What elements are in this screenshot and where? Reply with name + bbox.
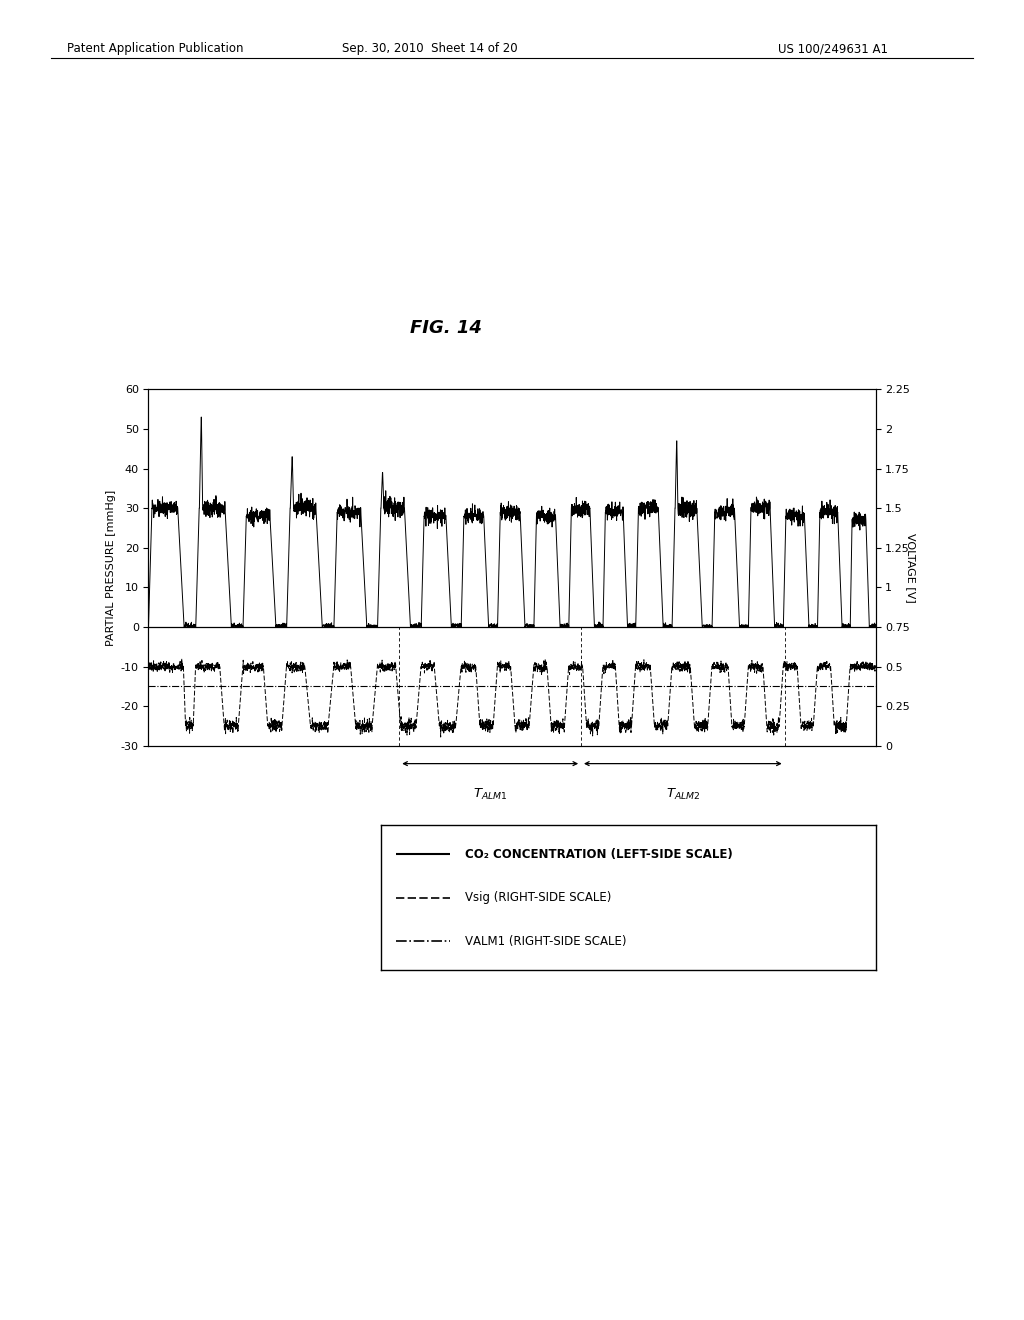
Y-axis label: VOLTAGE [V]: VOLTAGE [V] [905,533,915,602]
Text: Vsig (RIGHT-SIDE SCALE): Vsig (RIGHT-SIDE SCALE) [465,891,611,904]
Y-axis label: PARTIAL PRESSURE [mmHg]: PARTIAL PRESSURE [mmHg] [106,490,117,645]
Text: $T_{ALM2}$: $T_{ALM2}$ [666,787,700,803]
Text: FIG. 14: FIG. 14 [410,318,481,337]
Text: Patent Application Publication: Patent Application Publication [67,42,243,55]
Text: US 100/249631 A1: US 100/249631 A1 [778,42,888,55]
Text: V​ALM1 (RIGHT-SIDE SCALE): V​ALM1 (RIGHT-SIDE SCALE) [465,935,627,948]
Text: CO₂ CONCENTRATION (LEFT-SIDE SCALE): CO₂ CONCENTRATION (LEFT-SIDE SCALE) [465,847,733,861]
Text: $T_{ALM1}$: $T_{ALM1}$ [473,787,508,803]
Text: Sep. 30, 2010  Sheet 14 of 20: Sep. 30, 2010 Sheet 14 of 20 [342,42,518,55]
